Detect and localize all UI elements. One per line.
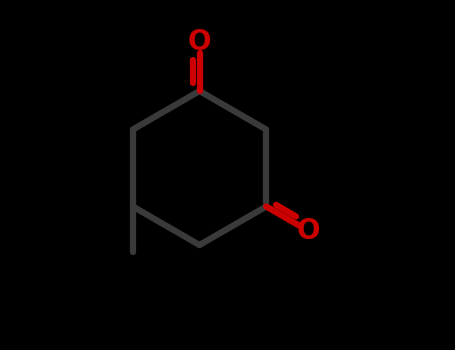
Text: O: O [297, 217, 320, 245]
Text: O: O [188, 28, 211, 56]
